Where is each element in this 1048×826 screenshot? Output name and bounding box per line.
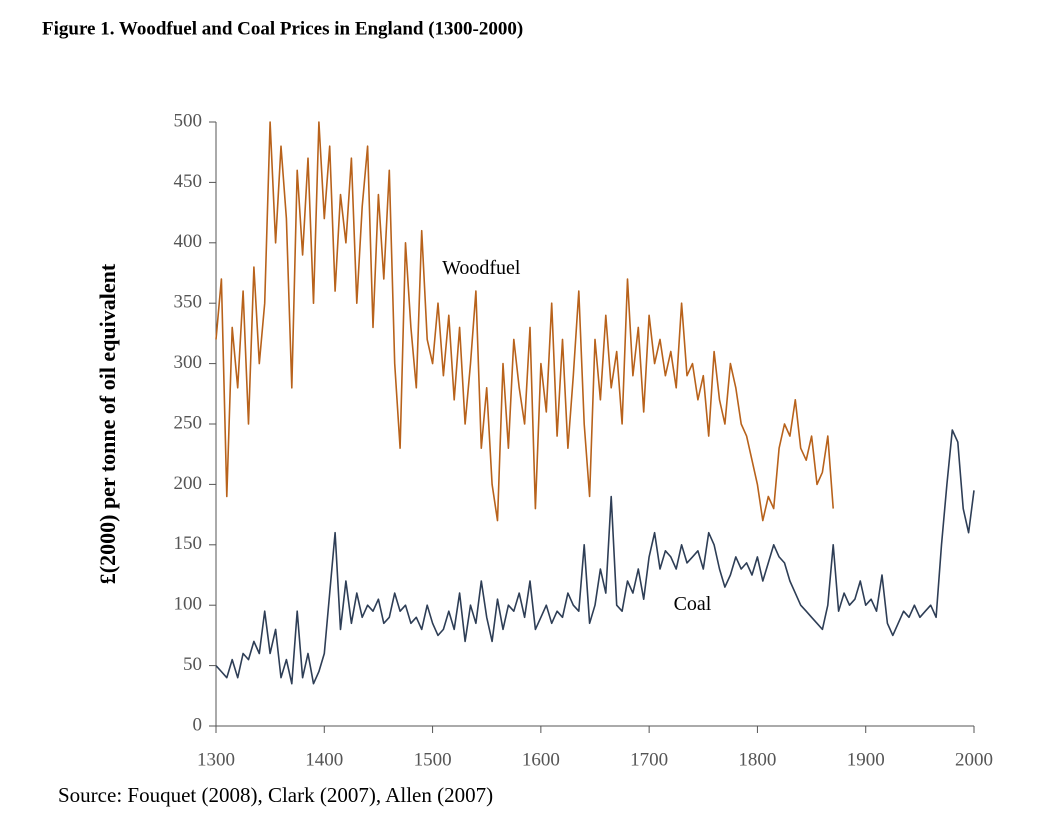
y-axis-label: £(2000) per tonne of oil equivalent: [95, 263, 120, 584]
y-tick-label: 350: [174, 292, 203, 313]
y-tick-label: 0: [193, 714, 203, 735]
x-tick-label: 1500: [414, 749, 452, 770]
y-tick-label: 100: [174, 594, 203, 615]
y-tick-label: 500: [174, 110, 203, 131]
y-tick-label: 450: [174, 171, 203, 192]
series-label: Coal: [674, 593, 712, 615]
series-line: [215, 429, 975, 685]
x-tick-label: 2000: [955, 749, 993, 770]
chart-title: Figure 1. Woodfuel and Coal Prices in En…: [42, 18, 523, 39]
x-tick-label: 1300: [197, 749, 235, 770]
y-tick-label: 200: [174, 473, 203, 494]
y-tick-label: 50: [183, 654, 202, 675]
source-note: Source: Fouquet (2008), Clark (2007), Al…: [58, 783, 493, 807]
x-tick-label: 1900: [847, 749, 885, 770]
y-tick-label: 400: [174, 231, 203, 252]
y-tick-label: 250: [174, 412, 203, 433]
y-tick-label: 300: [174, 352, 203, 373]
x-tick-label: 1600: [522, 749, 560, 770]
series-line: [215, 121, 834, 522]
x-tick-label: 1800: [738, 749, 776, 770]
y-tick-label: 150: [174, 533, 203, 554]
series-label: Woodfuel: [442, 257, 521, 279]
x-tick-label: 1400: [305, 749, 343, 770]
x-tick-label: 1700: [630, 749, 668, 770]
